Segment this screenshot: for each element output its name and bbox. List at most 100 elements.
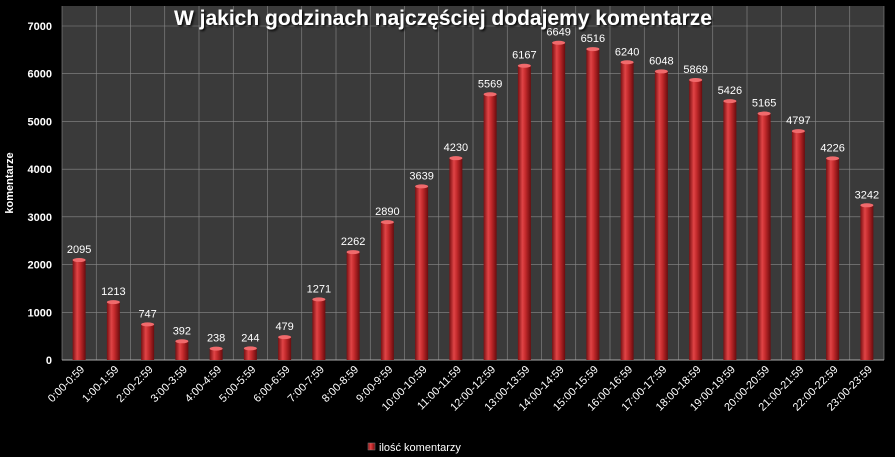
bar [106, 300, 120, 360]
bar [72, 258, 86, 360]
data-label: 1271 [307, 283, 331, 295]
data-label: 479 [275, 321, 293, 333]
bar-cap [552, 40, 566, 45]
bar [586, 47, 600, 360]
bar [552, 40, 566, 361]
legend-label: ilość komentarzy [379, 442, 461, 454]
data-label: 747 [138, 308, 156, 320]
data-label: 6048 [649, 55, 673, 67]
x-axis-ticks: 0:00-0:591:00-1:592:00-2:593:00-3:594:00… [46, 364, 875, 414]
bar [723, 99, 737, 360]
data-label: 3242 [855, 189, 879, 201]
bar-cap [449, 156, 463, 161]
data-label: 4230 [444, 142, 468, 154]
bar-body [141, 324, 155, 360]
bar-cap [106, 300, 120, 305]
data-label: 4797 [786, 115, 810, 127]
bar [141, 322, 155, 360]
bar-body [209, 348, 223, 360]
data-label: 5569 [478, 78, 502, 90]
bar-cap [175, 339, 189, 344]
bar-cap [312, 297, 326, 302]
data-label: 5165 [752, 98, 776, 110]
bar-body [72, 260, 86, 360]
bar-cap [654, 69, 668, 74]
bar-body [175, 341, 189, 360]
bar-body [586, 49, 600, 360]
bar [654, 69, 668, 360]
bar-cap [517, 63, 531, 68]
bar [209, 346, 223, 360]
bar-body [415, 186, 429, 360]
bar [826, 156, 840, 360]
bar-body [791, 131, 805, 360]
bar-body [757, 113, 771, 360]
bar-body [860, 205, 874, 360]
data-label: 392 [173, 325, 191, 337]
bar-body [380, 222, 394, 360]
bars [72, 40, 874, 361]
bar [483, 92, 497, 360]
y-tick-label: 0 [46, 355, 52, 367]
bar-cap [209, 346, 223, 351]
bar [517, 63, 531, 360]
data-labels: 2095 1213 747 392 238 244 479 1271 2262 2890 3639 4… [67, 27, 879, 345]
bar-cap [278, 335, 292, 340]
bar-cap [723, 99, 737, 104]
chart-title: W jakich godzinach najczęściej dodajemy … [174, 7, 712, 30]
y-axis-ticks: 0 1000 2000 3000 4000 5000 6000 7000 [28, 21, 52, 367]
y-tick-label: 5000 [28, 116, 52, 128]
bar-cap [141, 322, 155, 327]
bar-body [483, 94, 497, 360]
bar-body [517, 65, 531, 360]
bar-body [243, 348, 257, 360]
bar-body [106, 302, 120, 360]
data-label: 5869 [683, 64, 707, 76]
bar-cap [243, 346, 257, 351]
bar-cap [757, 111, 771, 116]
bar-cap [860, 203, 874, 208]
bar-cap [72, 258, 86, 263]
y-axis-title: komentarze [4, 152, 16, 213]
bar [791, 129, 805, 360]
data-label: 6167 [512, 50, 536, 62]
bar [380, 220, 394, 360]
data-label: 4226 [820, 142, 844, 154]
bar-cap [346, 250, 360, 255]
data-label: 2095 [67, 244, 91, 256]
bar-body [689, 79, 703, 361]
bar-body [620, 62, 634, 361]
bar-body [654, 71, 668, 360]
bar [312, 297, 326, 360]
bar [620, 60, 634, 361]
bar-cap [586, 47, 600, 52]
bar-body [552, 42, 566, 361]
data-label: 6516 [581, 33, 605, 45]
bar [243, 346, 257, 360]
bar-cap [380, 220, 394, 225]
y-tick-label: 7000 [28, 21, 52, 33]
bar-body [346, 252, 360, 360]
bar [689, 77, 703, 361]
bar-body [826, 158, 840, 360]
bar [757, 111, 771, 360]
bar-body [723, 101, 737, 360]
data-label: 2890 [375, 206, 399, 218]
bar-cap [620, 60, 634, 65]
data-label: 3639 [409, 170, 433, 182]
data-label: 6649 [546, 27, 570, 39]
data-label: 1213 [101, 286, 125, 298]
bar-cap [483, 92, 497, 97]
bar-cap [689, 77, 703, 82]
bar [346, 250, 360, 360]
data-label: 244 [241, 332, 259, 344]
bar-body [449, 158, 463, 360]
bar [449, 156, 463, 360]
bar-cap [791, 129, 805, 134]
bar [415, 184, 429, 360]
data-label: 6240 [615, 46, 639, 58]
bar [278, 335, 292, 360]
y-tick-label: 2000 [28, 260, 52, 272]
bar-body [312, 299, 326, 360]
